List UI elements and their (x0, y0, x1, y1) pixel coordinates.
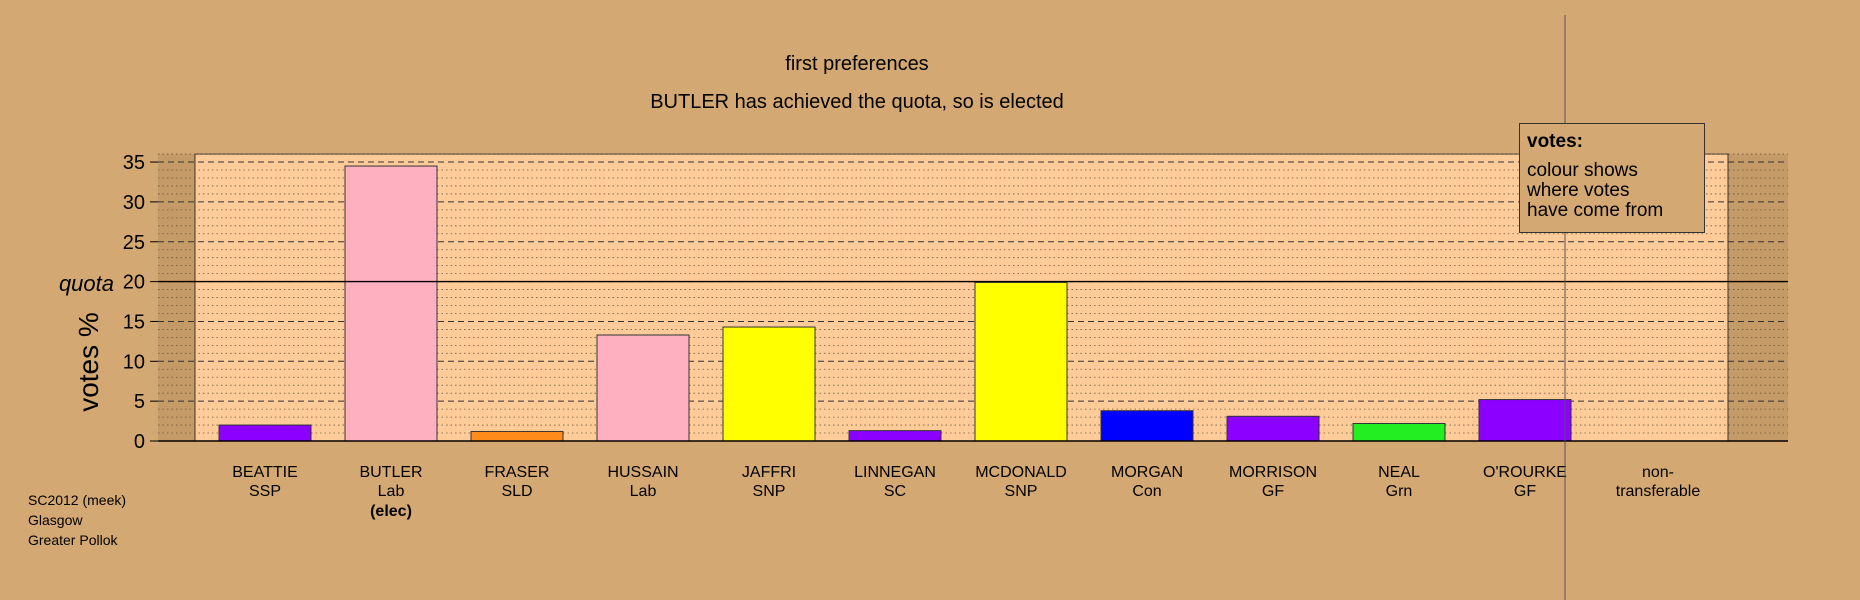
quota-label: quota (59, 271, 114, 296)
y-tick-label: 35 (123, 152, 145, 174)
bar (470, 430, 564, 442)
legend-title: votes: (1527, 131, 1583, 152)
y-tick-label: 25 (123, 232, 145, 254)
y-tick-label: 5 (134, 391, 145, 413)
bar (1478, 399, 1572, 442)
chart-subtitle: BUTLER has achieved the quota, so is ele… (650, 91, 1064, 113)
bar (1226, 415, 1320, 442)
bar (218, 424, 312, 442)
bar (344, 165, 438, 442)
y-axis-label: votes % (73, 312, 104, 412)
nontransferable-label: transferable (1616, 483, 1701, 500)
x-tick-label: MCDONALD (975, 464, 1067, 481)
party-label: Grn (1386, 483, 1413, 500)
x-tick-label: JAFFRI (742, 464, 796, 481)
bar (848, 430, 942, 442)
x-tick-label: BEATTIE (232, 464, 298, 481)
y-tick-label: 15 (123, 311, 145, 333)
party-label: GF (1262, 483, 1284, 500)
elected-label: (elec) (370, 503, 412, 520)
x-tick-label: HUSSAIN (607, 464, 678, 481)
bar (722, 326, 816, 442)
party-label: GF (1514, 483, 1536, 500)
bar (596, 334, 690, 442)
legend-line: colour shows (1527, 160, 1638, 181)
x-tick-label: NEAL (1378, 464, 1420, 481)
x-tick-label: FRASER (485, 464, 550, 481)
nontransferable-label: non- (1642, 464, 1674, 481)
footnote-line: SC2012 (meek) (28, 492, 127, 508)
plot-area: 0 5 10 15 20 25 30 35 BEATTIE SSP BUTLER Lab (elec) F… (123, 15, 1788, 600)
x-tick-label: MORRISON (1229, 464, 1317, 481)
party-label: Lab (630, 483, 657, 500)
y-tick-label: 20 (123, 272, 145, 294)
bar (1352, 422, 1446, 442)
footnote-line: Greater Pollok (28, 532, 118, 548)
legend-line: have come from (1527, 200, 1664, 221)
legend-box: votes: colour shows where votes have com… (1519, 123, 1705, 233)
footnote: SC2012 (meek) Glasgow Greater Pollok (28, 490, 126, 550)
chart-title: first preferences (785, 53, 928, 75)
x-tick-label: MORGAN (1111, 464, 1183, 481)
party-label: SC (884, 483, 906, 500)
party-label: SNP (753, 483, 786, 500)
party-label: SLD (501, 483, 532, 500)
footnote-line: Glasgow (28, 512, 83, 528)
x-tick-label: BUTLER (359, 464, 422, 481)
party-label: SNP (1005, 483, 1038, 500)
x-tick-label: LINNEGAN (854, 464, 936, 481)
party-label: Con (1132, 483, 1161, 500)
y-tick-label: 30 (123, 192, 145, 214)
party-label: Lab (378, 483, 405, 500)
bar (974, 281, 1068, 442)
bar (1100, 410, 1194, 442)
y-tick-label: 10 (123, 351, 145, 373)
party-label: SSP (249, 483, 281, 500)
legend-line: where votes (1527, 180, 1630, 201)
y-tick-label: 0 (134, 431, 145, 453)
x-tick-label: O'ROURKE (1483, 464, 1567, 481)
